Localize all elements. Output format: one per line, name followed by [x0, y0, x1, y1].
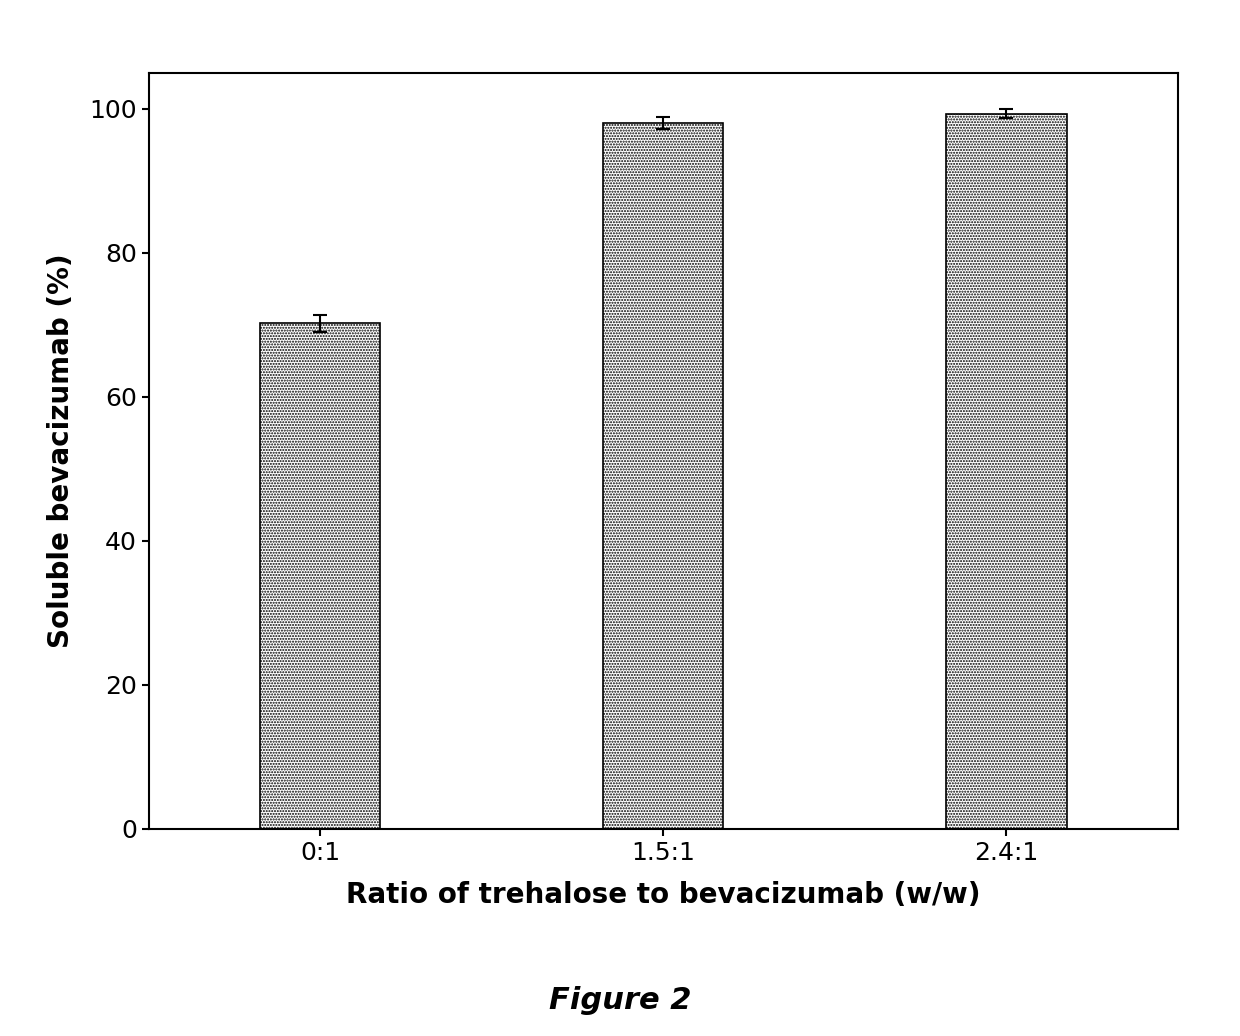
Bar — [260, 323, 381, 829]
X-axis label: Ratio of trehalose to bevacizumab (w/w): Ratio of trehalose to bevacizumab (w/w) — [346, 882, 981, 910]
Bar — [946, 114, 1066, 829]
Y-axis label: Soluble bevacizumab (%): Soluble bevacizumab (%) — [47, 254, 76, 648]
Text: Figure 2: Figure 2 — [549, 986, 691, 1015]
Bar — [604, 123, 723, 829]
